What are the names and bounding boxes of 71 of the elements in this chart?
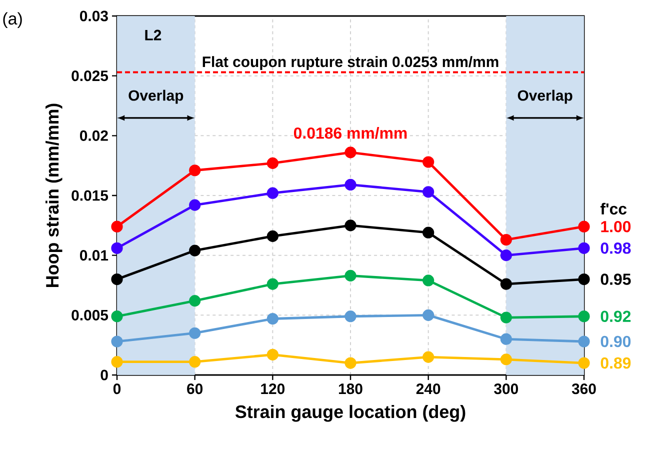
point [111, 242, 123, 254]
point [578, 242, 590, 254]
series-label: 0.95 [600, 274, 631, 285]
point [578, 273, 590, 286]
x-tick-label: 180 [338, 384, 362, 394]
point [578, 220, 590, 232]
point [189, 244, 201, 256]
point [266, 312, 278, 325]
point [500, 278, 512, 290]
x-tick-label: 300 [494, 384, 518, 394]
point [422, 186, 434, 198]
series-label: 0.98 [600, 242, 631, 254]
point [189, 199, 201, 211]
point [422, 274, 434, 286]
point [344, 357, 356, 369]
point [344, 270, 356, 282]
point [189, 295, 201, 307]
y-tick-label: 0.015 [72, 190, 108, 201]
band-label: Overlap [518, 90, 572, 104]
y-axis-title: Hoop strain (mm/mm) [46, 104, 62, 287]
point [344, 220, 356, 232]
point [500, 354, 512, 366]
point [189, 164, 201, 176]
point [500, 250, 512, 262]
point [111, 220, 123, 232]
point [578, 336, 590, 348]
point [344, 178, 356, 191]
point [111, 310, 123, 322]
point [500, 312, 512, 324]
point [266, 278, 278, 290]
point [344, 310, 356, 322]
point [500, 234, 512, 246]
point [266, 348, 278, 360]
band-label: Overlap [128, 90, 184, 104]
series-label: 1.00 [601, 220, 631, 232]
y-tick-label: 0.02 [80, 130, 108, 141]
x-tick-label: 360 [572, 384, 596, 394]
x-tick-label: 60 [187, 384, 203, 394]
y-tick-label: 0.01 [80, 250, 108, 261]
point [422, 156, 434, 168]
point [189, 327, 201, 339]
point [266, 157, 278, 169]
point [578, 310, 590, 322]
point [111, 273, 123, 286]
point [266, 187, 278, 199]
point [422, 226, 434, 238]
point [578, 357, 590, 369]
point [111, 336, 123, 348]
y-tick-label: 0.03 [80, 10, 108, 22]
point [500, 333, 512, 345]
legend-title: f'cc [600, 202, 627, 215]
y-tick-label: 0.005 [72, 310, 108, 320]
ref-line-label: Flat coupon rupture strain 0.0253 mm/mm [202, 56, 498, 70]
x-axis-title: Strain gauge location (deg) [235, 404, 466, 422]
annotation: 0.0186 mm/mm [294, 127, 407, 139]
series-label: 0.90 [600, 336, 631, 348]
y-tick-label: 0 [100, 370, 108, 380]
point [111, 356, 123, 368]
x-tick-label: 120 [261, 384, 285, 394]
series-label: 0.89 [600, 357, 631, 369]
point [344, 146, 356, 158]
y-tick-label: 0.025 [72, 70, 108, 82]
point [422, 309, 434, 321]
point [422, 351, 434, 363]
series-label: 0.92 [600, 310, 631, 322]
x-tick-label: 240 [416, 384, 440, 394]
text: (a) [3, 12, 22, 28]
point [189, 356, 201, 368]
point [266, 230, 278, 242]
x-tick-label: 0 [113, 384, 121, 394]
annotation: L2 [145, 30, 162, 40]
